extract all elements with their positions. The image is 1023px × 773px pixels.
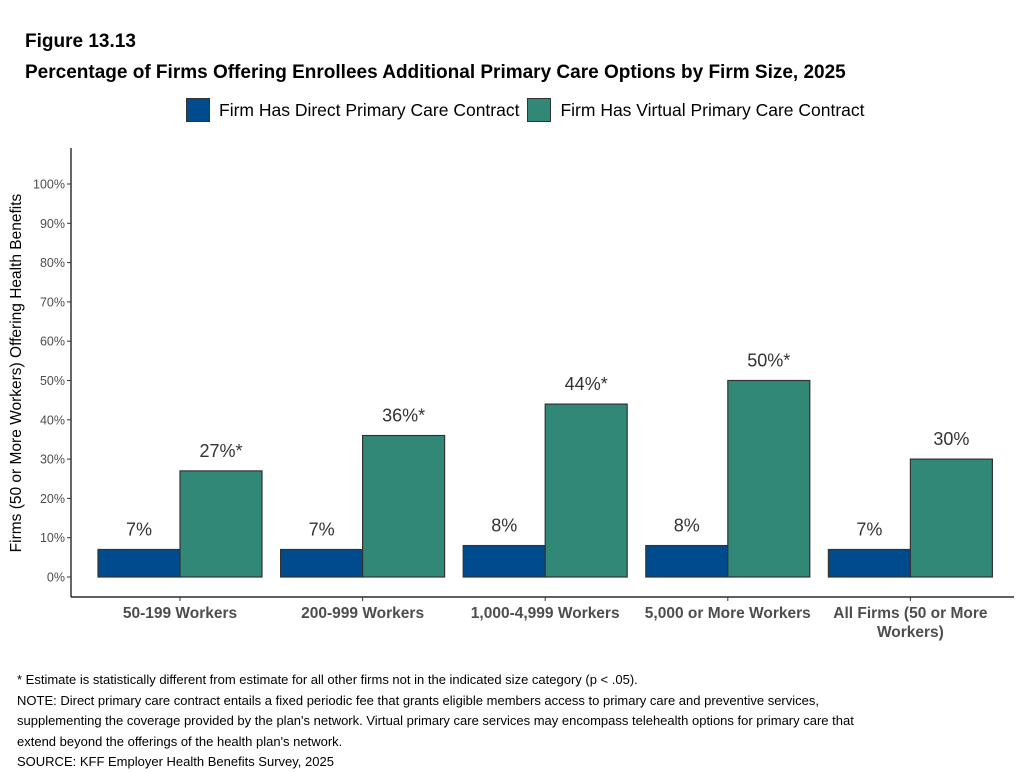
bar-virtual (909, 458, 994, 578)
bar-virtual (362, 434, 446, 578)
bar-direct (645, 544, 729, 578)
legend-label-virtual: Firm Has Virtual Primary Care Contract (560, 99, 865, 120)
chart-legend: Firm Has Direct Primary Care Contract Fi… (186, 96, 873, 124)
note-line-3: extend beyond the offerings of the healt… (17, 733, 343, 749)
y-tick-label: 30% (40, 453, 65, 467)
data-label: 8% (674, 516, 700, 536)
bar-direct (827, 548, 912, 578)
source-line: SOURCE: KFF Employer Health Benefits Sur… (17, 754, 334, 769)
y-tick-label: 90% (40, 217, 65, 231)
bar-direct (97, 548, 181, 578)
x-tick-label: Workers) (877, 624, 944, 641)
y-tick-label: 50% (40, 374, 65, 388)
y-axis-title: Firms (50 or More Workers) Offering Heal… (8, 193, 25, 552)
y-tick-label: 20% (40, 492, 65, 506)
data-label: 7% (309, 519, 335, 539)
y-tick-label: 0% (47, 571, 65, 585)
bar-virtual (544, 403, 628, 578)
y-tick-label: 10% (40, 531, 65, 545)
chart-notes: * Estimate is statistically different fr… (17, 670, 1007, 773)
x-tick-label: All Firms (50 or More (833, 605, 988, 622)
y-tick-label: 80% (40, 256, 65, 270)
data-label: 36%* (382, 406, 425, 426)
data-label: 50%* (747, 351, 790, 371)
bar-direct (462, 544, 546, 578)
chart-title: Percentage of Firms Offering Enrollees A… (25, 62, 846, 83)
bar-chart: 0% 10% 20% 30% 40% 50% 60% 70% 80% 90% 100% Firms (… (8, 148, 1014, 641)
data-label: 30% (933, 429, 969, 449)
bar-direct (280, 548, 364, 578)
x-tick-label: 200-999 Workers (301, 605, 424, 622)
bar-virtual (727, 379, 811, 578)
note-line-1: NOTE: Direct primary care contract entai… (17, 692, 819, 708)
data-label: 8% (491, 516, 517, 536)
figure-label: Figure 13.13 (25, 31, 136, 52)
y-tick-label: 60% (40, 335, 65, 349)
legend-swatch-direct (186, 98, 210, 122)
x-tick-label: 50-199 Workers (123, 605, 237, 622)
data-label: 7% (126, 519, 152, 539)
bar-virtual (179, 470, 263, 578)
data-label: 27%* (199, 441, 242, 461)
legend-swatch-virtual (527, 98, 552, 122)
x-tick-label: 5,000 or More Workers (645, 605, 811, 622)
y-tick-label: 100% (33, 178, 65, 192)
legend-item-direct: Firm Has Direct Primary Care Contract (186, 98, 519, 122)
legend-item-virtual: Firm Has Virtual Primary Care Contract (527, 98, 865, 122)
data-label: 44%* (565, 374, 608, 394)
note-line-2: supplementing the coverage provided by t… (17, 713, 854, 728)
footnote-asterisk: * Estimate is statistically different fr… (17, 672, 638, 687)
y-tick-label: 70% (40, 295, 65, 309)
data-label: 7% (856, 519, 882, 539)
legend-label-direct: Firm Has Direct Primary Care Contract (219, 99, 520, 120)
y-tick-label: 40% (40, 413, 65, 427)
x-tick-label: 1,000-4,999 Workers (471, 605, 620, 622)
